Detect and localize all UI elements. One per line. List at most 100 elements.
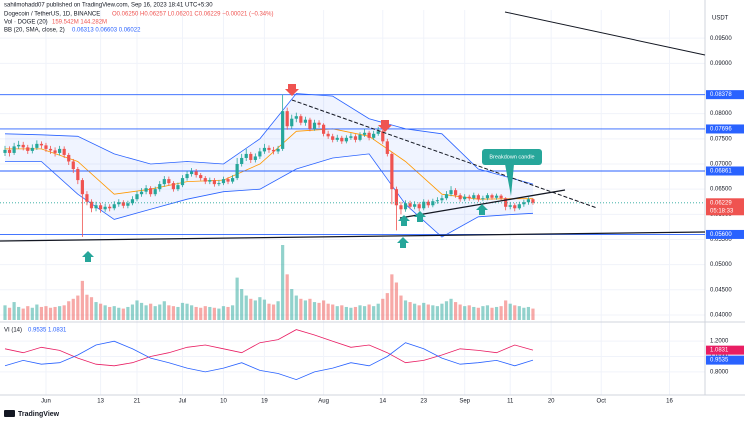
volume-bar (26, 306, 30, 320)
y-tick-label: 0.06500 (710, 187, 732, 193)
last-price-label: 0.06229 (710, 200, 732, 206)
x-tick-label: Jul (179, 399, 187, 405)
volume-bar (435, 306, 439, 320)
level-label: 0.05600 (710, 232, 732, 238)
candle-body (71, 161, 75, 170)
currency: USDT (712, 16, 729, 22)
candle-body (394, 189, 399, 206)
volume-bar (408, 302, 412, 320)
y-tick-label: 0.05500 (710, 237, 732, 243)
volume-bar (17, 306, 21, 320)
candle-body (162, 179, 166, 185)
x-tick-label: Jun (41, 399, 51, 405)
volume-bar (285, 274, 289, 320)
candle-body (76, 169, 80, 181)
candle-body (349, 136, 353, 138)
candle-body (176, 185, 180, 190)
candle-body (212, 180, 216, 185)
volume-bar (221, 306, 226, 320)
volume-bar (453, 302, 458, 320)
candle-body (208, 180, 212, 182)
bb-values: 0.06313 0.06603 0.06022 (72, 28, 141, 34)
volume-bar (426, 304, 430, 320)
y-tick-label: 0.05000 (710, 262, 732, 268)
candle-body (139, 191, 144, 195)
candle-body (171, 183, 176, 190)
volume-bar (21, 308, 25, 320)
bb-legend: BB (20, SMA, close, 2) (4, 28, 65, 34)
volume-bar (472, 306, 476, 320)
candle-body (12, 146, 16, 153)
candle-body (463, 196, 467, 200)
volume-bar (467, 305, 471, 320)
volume-bar (235, 277, 239, 320)
vi-tag (706, 355, 744, 365)
candle-body (499, 195, 503, 199)
volume-bar (485, 305, 490, 320)
volume-bar (249, 298, 253, 320)
volume-bar (385, 293, 389, 320)
x-tick-label: 20 (548, 399, 555, 405)
volume-bar (253, 300, 257, 320)
volume-bar (531, 308, 535, 320)
volume-bar (522, 307, 526, 320)
level-label: 0.08378 (710, 92, 732, 98)
candle-body (340, 137, 344, 142)
candle-body (267, 147, 271, 150)
volume-bar (35, 304, 39, 320)
candle-body (413, 204, 417, 207)
candle-body (80, 180, 84, 195)
volume-bar (185, 303, 189, 320)
candle-body (490, 195, 494, 198)
drawings (0, 11, 706, 242)
ohlc: O0.06250 H0.06257 L0.06201 C0.06229 −0.0… (112, 12, 273, 18)
y-tick-label: 0.09500 (710, 36, 732, 42)
volume-bar (208, 306, 212, 320)
volume-bar (490, 307, 494, 320)
candle-body (303, 119, 307, 123)
x-tick-label: 21 (134, 399, 141, 405)
candle-body (513, 205, 517, 209)
candle-body (126, 203, 130, 206)
candle-body (299, 116, 303, 123)
candle-body (117, 202, 121, 205)
level-tag (706, 166, 744, 176)
volume-bar (108, 306, 112, 320)
volume-bar (67, 301, 71, 320)
candle-body (158, 184, 162, 190)
volume-bar (444, 301, 449, 320)
volume-bar (353, 306, 358, 320)
candle-body (417, 204, 421, 209)
candle-body (180, 178, 185, 186)
volume-bar (463, 306, 467, 320)
level-label: 0.07696 (710, 127, 732, 133)
candle-body (444, 194, 449, 199)
candle-body (331, 136, 335, 140)
volume-bar (3, 305, 7, 320)
volume-bar (440, 303, 444, 320)
x-tick-label: Oct (597, 399, 607, 405)
volume-bar (7, 307, 12, 320)
callout-text: Breakdown candle (489, 154, 534, 160)
volume-bar (476, 307, 480, 320)
candle-body (344, 137, 348, 142)
candle-body (481, 198, 485, 200)
x-tick-label: 11 (507, 399, 514, 405)
publisher: sahilmohadd07 published on TradingView.c… (4, 3, 213, 9)
candle-body (85, 194, 89, 202)
volume-bar (367, 304, 371, 320)
volume-bar (158, 304, 162, 320)
candle-body (135, 194, 139, 200)
volume-bar (271, 304, 276, 320)
volume-bar (312, 302, 317, 320)
y-tick-label: 0.09000 (710, 61, 732, 67)
vi-value-label: 1.0831 (710, 348, 729, 354)
candle-body (326, 133, 330, 137)
candle-body (508, 205, 512, 207)
volume-bar (30, 307, 34, 320)
vi-tick-label: 1.2000 (710, 339, 729, 345)
level-label: 0.06861 (710, 169, 732, 175)
arrows (82, 84, 488, 262)
candle-body (317, 122, 321, 125)
candle-body (149, 188, 153, 195)
